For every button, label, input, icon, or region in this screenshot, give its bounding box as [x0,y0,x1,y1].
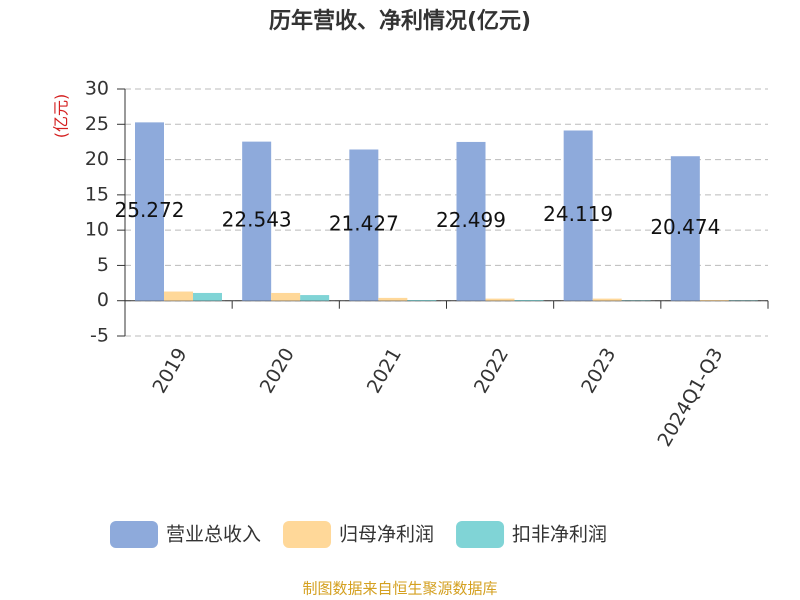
bar [592,298,622,301]
legend-label: 营业总收入 [166,524,261,546]
y-tick-label: 25 [85,113,109,135]
bar [485,298,515,301]
legend-swatch [110,521,158,548]
data-label: 22.499 [436,208,506,232]
bar [407,300,437,301]
y-axis-label: (亿元) [52,94,71,139]
legend-swatch [283,521,332,548]
legend-label: 扣非净利润 [512,524,607,546]
bar [456,141,486,301]
y-tick-label: -5 [90,325,109,347]
y-tick-label: 30 [85,78,109,100]
y-tick-label: 15 [85,183,109,205]
data-label: 20.474 [650,215,720,239]
data-label: 22.543 [222,208,292,232]
bar [349,149,379,301]
x-tick-label: 2020 [256,344,299,397]
bar [670,156,700,301]
bar [514,300,544,301]
y-tick-label: 10 [85,219,109,241]
footer: 制图数据来自恒生聚源数据库 [302,580,497,598]
data-label: 24.119 [543,202,613,226]
legend-swatch [456,521,505,548]
bar [135,122,164,301]
bar [242,141,272,301]
chart-title: 历年营收、净利情况(亿元) [269,8,531,34]
bar [193,292,222,301]
bar [164,291,193,301]
data-label: 21.427 [329,212,399,236]
x-tick-label: 2023 [577,344,620,397]
y-tick-label: 0 [97,289,109,311]
bar [378,297,408,301]
x-tick-label: 2022 [470,344,513,397]
bar [699,300,729,301]
y-tick-label: 20 [85,148,109,170]
bar [563,130,593,301]
bar [271,292,301,301]
legend-label: 归母净利润 [339,524,434,546]
x-tick-label: 2021 [363,344,406,397]
x-tick-label: 2024Q1-Q3 [653,344,727,450]
x-tick-label: 2019 [148,344,191,397]
bar [300,295,330,301]
data-label: 25.272 [115,198,185,222]
y-tick-label: 5 [97,254,109,276]
